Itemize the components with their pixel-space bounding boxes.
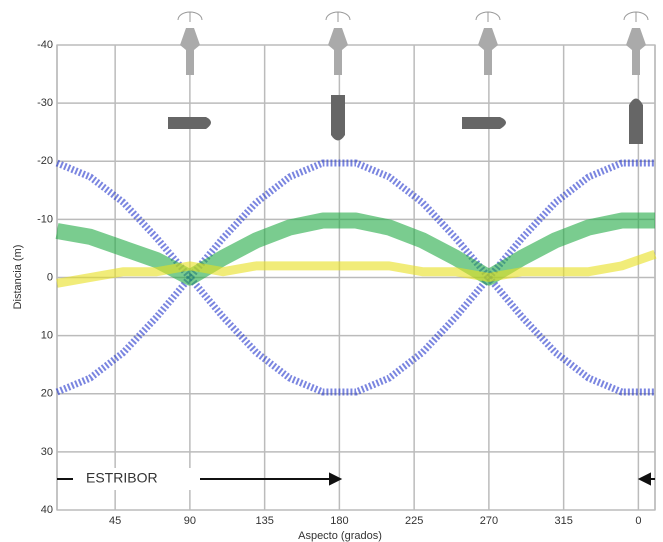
x-tick-label: 135 bbox=[255, 515, 273, 527]
x-tick-label: 180 bbox=[330, 515, 348, 527]
y-tick-label: 20 bbox=[41, 388, 53, 400]
x-tick-label: 90 bbox=[184, 515, 196, 527]
series-line bbox=[55, 159, 655, 396]
y-tick-label: 0 bbox=[47, 271, 53, 283]
arrows bbox=[57, 472, 655, 486]
y-tick-label: -10 bbox=[37, 213, 53, 225]
series-line bbox=[56, 250, 657, 288]
x-tick-label: 315 bbox=[554, 515, 572, 527]
ship-icons bbox=[168, 11, 649, 144]
x-tick-label: 270 bbox=[480, 515, 498, 527]
x-tick-label: 225 bbox=[405, 515, 423, 527]
x-axis-label: Aspecto (grados) bbox=[298, 530, 382, 542]
x-tick-label: 45 bbox=[109, 515, 121, 527]
y-tick-label: 30 bbox=[41, 446, 53, 458]
marks bbox=[55, 44, 657, 511]
annotation-box bbox=[75, 468, 200, 490]
x-tick-label: 0 bbox=[635, 515, 641, 527]
series-line bbox=[55, 159, 655, 396]
y-tick-label: 10 bbox=[41, 330, 53, 342]
y-tick-label: -20 bbox=[37, 155, 53, 167]
y-tick-label: 40 bbox=[41, 504, 53, 516]
series-line bbox=[55, 212, 655, 286]
annotation: ESTRIBOR bbox=[86, 470, 158, 486]
y-axis-label: Distancia (m) bbox=[12, 245, 24, 310]
y-tick-label: -40 bbox=[37, 39, 53, 51]
y-tick-label: -30 bbox=[37, 97, 53, 109]
